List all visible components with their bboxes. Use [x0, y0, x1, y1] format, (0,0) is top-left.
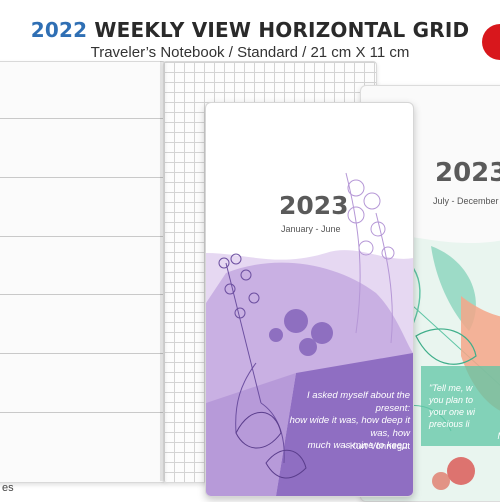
rule-line: [0, 294, 165, 295]
cover-year: 2023: [435, 158, 500, 188]
cover-january-june: 2023 January - June I asked myself about…: [205, 102, 414, 497]
header: 2022 WEEKLY VIEW HORIZONTAL GRID Travele…: [0, 0, 500, 64]
quote-author: - Kurt Vonnegut: [343, 441, 410, 452]
cover-date-range: July - December: [433, 196, 499, 206]
cover-quote: "Tell me, w you plan to your one wi prec…: [429, 383, 500, 441]
cover-quote: I asked myself about the present: how wi…: [289, 390, 410, 451]
brand-badge: [482, 24, 500, 60]
title-year: 2022: [30, 18, 88, 42]
notebook-spine: [160, 61, 168, 481]
rule-line: [0, 118, 165, 119]
floral-artwork: [206, 172, 413, 496]
rule-line: [0, 353, 165, 354]
rule-line: [0, 236, 165, 237]
page-subtitle: Traveler’s Notebook / Standard / 21 cm X…: [90, 44, 410, 61]
page-title: 2022 WEEKLY VIEW HORIZONTAL GRID: [0, 18, 500, 42]
ruled-page: [0, 61, 166, 483]
cover-year: 2023: [279, 191, 349, 220]
footer-caption: es: [2, 482, 14, 494]
rule-line: [0, 177, 165, 178]
cover-date-range: January - June: [281, 224, 341, 234]
rule-line: [0, 412, 165, 413]
title-text: WEEKLY VIEW HORIZONTAL GRID: [94, 18, 470, 42]
